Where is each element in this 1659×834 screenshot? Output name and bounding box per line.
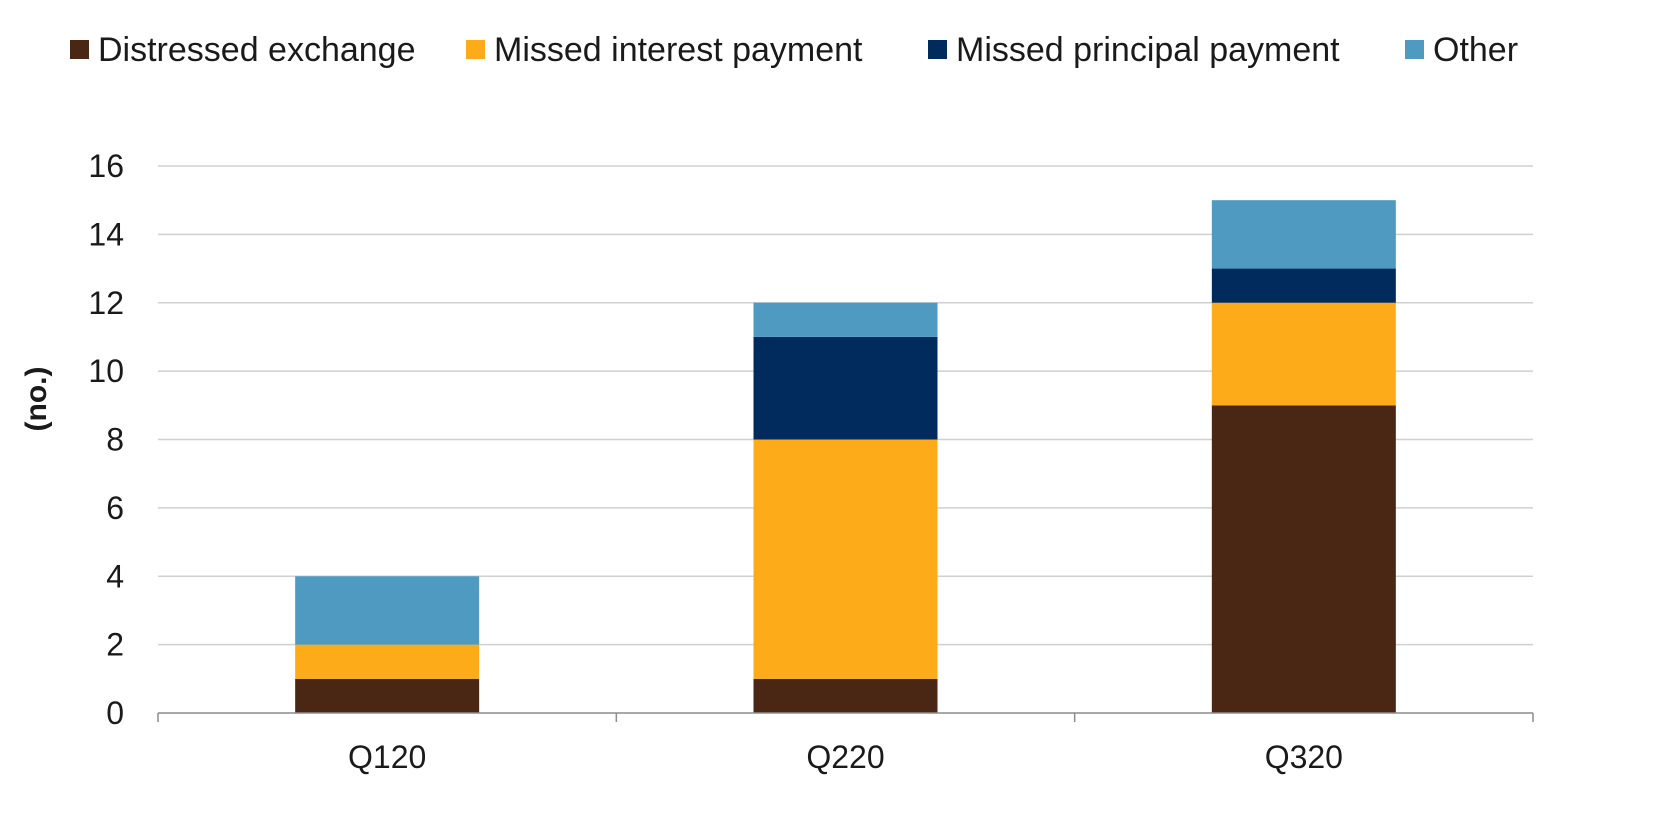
y-tick-label: 16 (88, 148, 124, 184)
bar-segment (1211, 200, 1396, 269)
legend-label: Other (1433, 31, 1518, 69)
bars (295, 200, 1396, 713)
legend-swatch (466, 40, 485, 59)
y-axis: 0 2 4 6 8 10 12 14 16 (88, 148, 124, 731)
bar-segment (753, 336, 938, 440)
bar-segment (753, 302, 938, 337)
y-tick-label: 10 (88, 353, 124, 389)
y-tick-label: 12 (88, 285, 124, 321)
legend-swatch (70, 40, 89, 59)
y-tick-label: 0 (106, 695, 124, 731)
y-tick-label: 6 (106, 490, 124, 526)
legend-swatch (1405, 40, 1424, 59)
x-tick-label: Q120 (348, 739, 426, 775)
legend-label: Missed interest payment (494, 31, 863, 69)
legend: Distressed exchange Missed interest payme… (70, 31, 1518, 69)
y-axis-label: (no.) (20, 367, 53, 432)
x-axis: Q120 Q220 Q320 (157, 712, 1534, 775)
bar-segment (295, 678, 480, 713)
x-tick-label: Q320 (1265, 739, 1343, 775)
y-tick-label: 14 (88, 216, 124, 252)
bar-segment (753, 439, 938, 679)
legend-swatch (928, 40, 947, 59)
legend-label: Missed principal payment (956, 31, 1340, 69)
x-tick-label: Q220 (806, 739, 884, 775)
bar-segment (295, 644, 480, 679)
bar-segment (295, 576, 480, 645)
bar-segment (1211, 302, 1396, 406)
y-tick-label: 2 (106, 627, 124, 663)
bar-segment (753, 678, 938, 713)
bar-segment (1211, 405, 1396, 713)
y-tick-label: 4 (106, 558, 124, 594)
legend-label: Distressed exchange (98, 31, 416, 69)
y-tick-label: 8 (106, 422, 124, 458)
bar-segment (1211, 268, 1396, 303)
